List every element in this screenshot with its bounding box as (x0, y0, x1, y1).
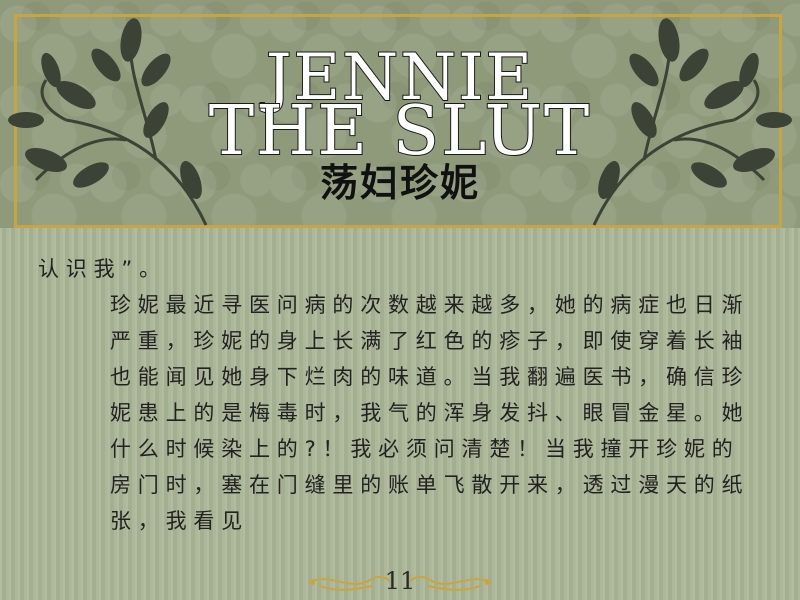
vine-leaf-icon (8, 18, 208, 226)
story-text: 认识我”。 珍妮最近寻医问病的次数越来越多，她的病症也日渐严重，珍妮的身上长满了… (38, 251, 758, 539)
chinese-subtitle: 荡妇珍妮 (319, 161, 480, 205)
title-banner: JENNIE THE SLUT 荡妇珍妮 (0, 0, 800, 228)
text-paragraph: 珍妮最近寻医问病的次数越来越多，她的病症也日渐严重，珍妮的身上长满了红色的疹子，… (110, 293, 750, 533)
title-line-1: JENNIE (265, 41, 535, 115)
title-line-2: THE SLUT (208, 92, 592, 171)
text-line: 认识我”。 (38, 257, 167, 281)
flourish-divider-icon (309, 575, 491, 591)
vine-leaf-icon (592, 18, 792, 226)
page-number: 11 (384, 567, 416, 595)
